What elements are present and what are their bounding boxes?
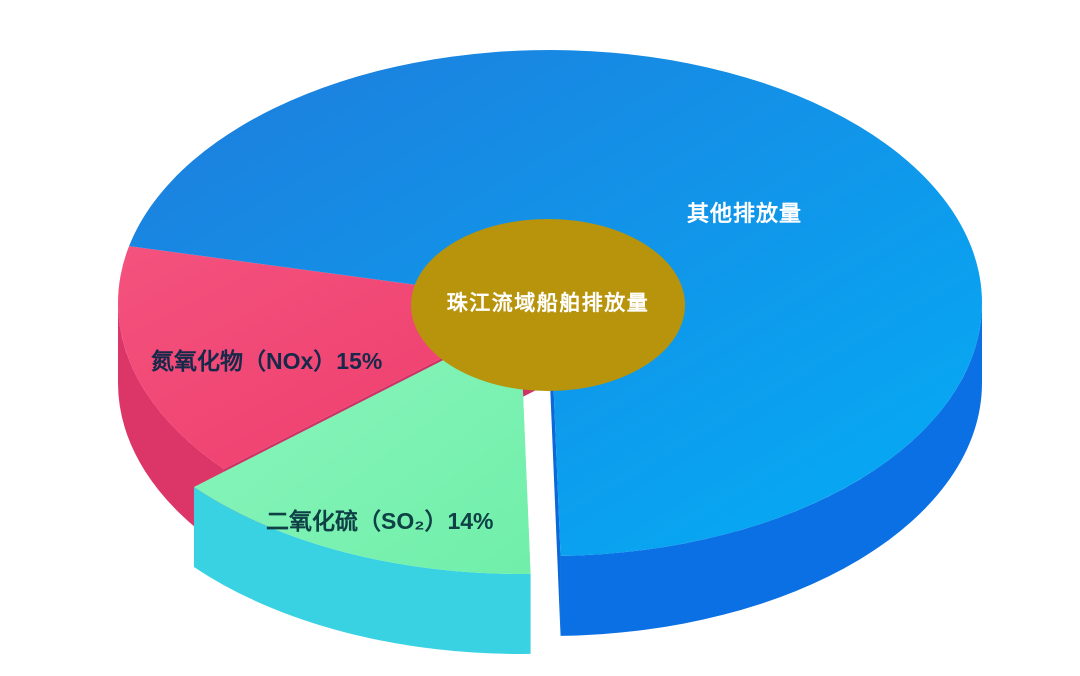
slice-so2-rim-side — [193, 486, 531, 654]
slice-so2-top — [193, 321, 531, 574]
slice-other-rim-side — [560, 303, 982, 636]
center-ellipse — [411, 219, 685, 391]
